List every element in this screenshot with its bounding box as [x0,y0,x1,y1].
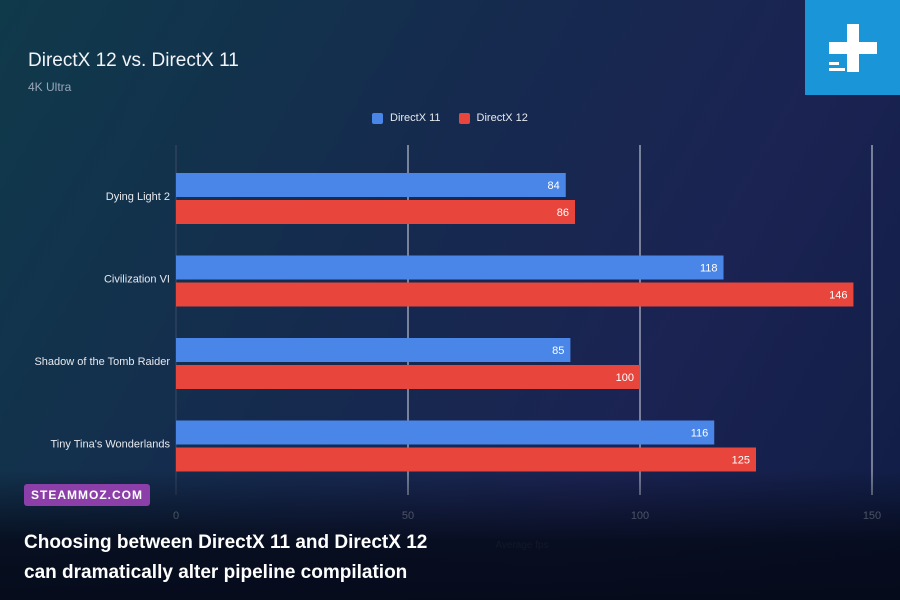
legend-swatch-dx12 [458,112,470,124]
x-tick-label: 50 [402,510,414,522]
legend-item-dx12: DirectX 12 [458,112,528,124]
caption-line-2: can dramatically alter pipeline compilat… [24,562,408,583]
legend-swatch-dx11 [372,112,383,124]
chart-title: DirectX 12 vs. DirectX 11 [28,50,239,71]
x-tick-label: 150 [863,510,881,522]
bar-value-label: 125 [732,455,750,467]
bar-value-label: 100 [616,372,634,384]
site-logo[interactable] [805,0,900,95]
legend-label-dx11: DirectX 11 [390,112,441,124]
legend-item-dx11: DirectX 11 [372,112,441,124]
legend-label-dx12: DirectX 12 [476,112,528,124]
bar-value-label: 146 [829,290,847,302]
category-label: Tiny Tina's Wonderlands [51,439,171,451]
chart-subtitle: 4K Ultra [28,80,72,94]
caption-line-1: Choosing between DirectX 11 and DirectX … [24,532,428,553]
bar [176,255,724,280]
category-label: Shadow of the Tomb Raider [34,356,170,368]
bar-value-label: 84 [548,180,560,192]
plus-logo-icon [828,23,877,72]
bar-value-label: 118 [700,263,718,275]
article-caption: Choosing between DirectX 11 and DirectX … [24,528,624,588]
bar [176,173,566,197]
bar [176,420,715,445]
bar [176,282,854,307]
bar-value-label: 86 [557,207,569,219]
x-tick-label: 0 [173,510,179,522]
category-label: Dying Light 2 [106,191,170,203]
chart-legend: DirectX 11 DirectX 12 [372,112,528,124]
bar-value-label: 116 [691,428,709,440]
brand-badge[interactable]: STEAMMOZ.COM [24,484,150,506]
bar [176,447,756,472]
bar [176,200,576,224]
bar-value-label: 85 [552,345,564,357]
bar [176,365,640,389]
bar [176,338,571,362]
category-label: Civilization VI [104,274,170,286]
x-tick-label: 100 [631,510,649,522]
